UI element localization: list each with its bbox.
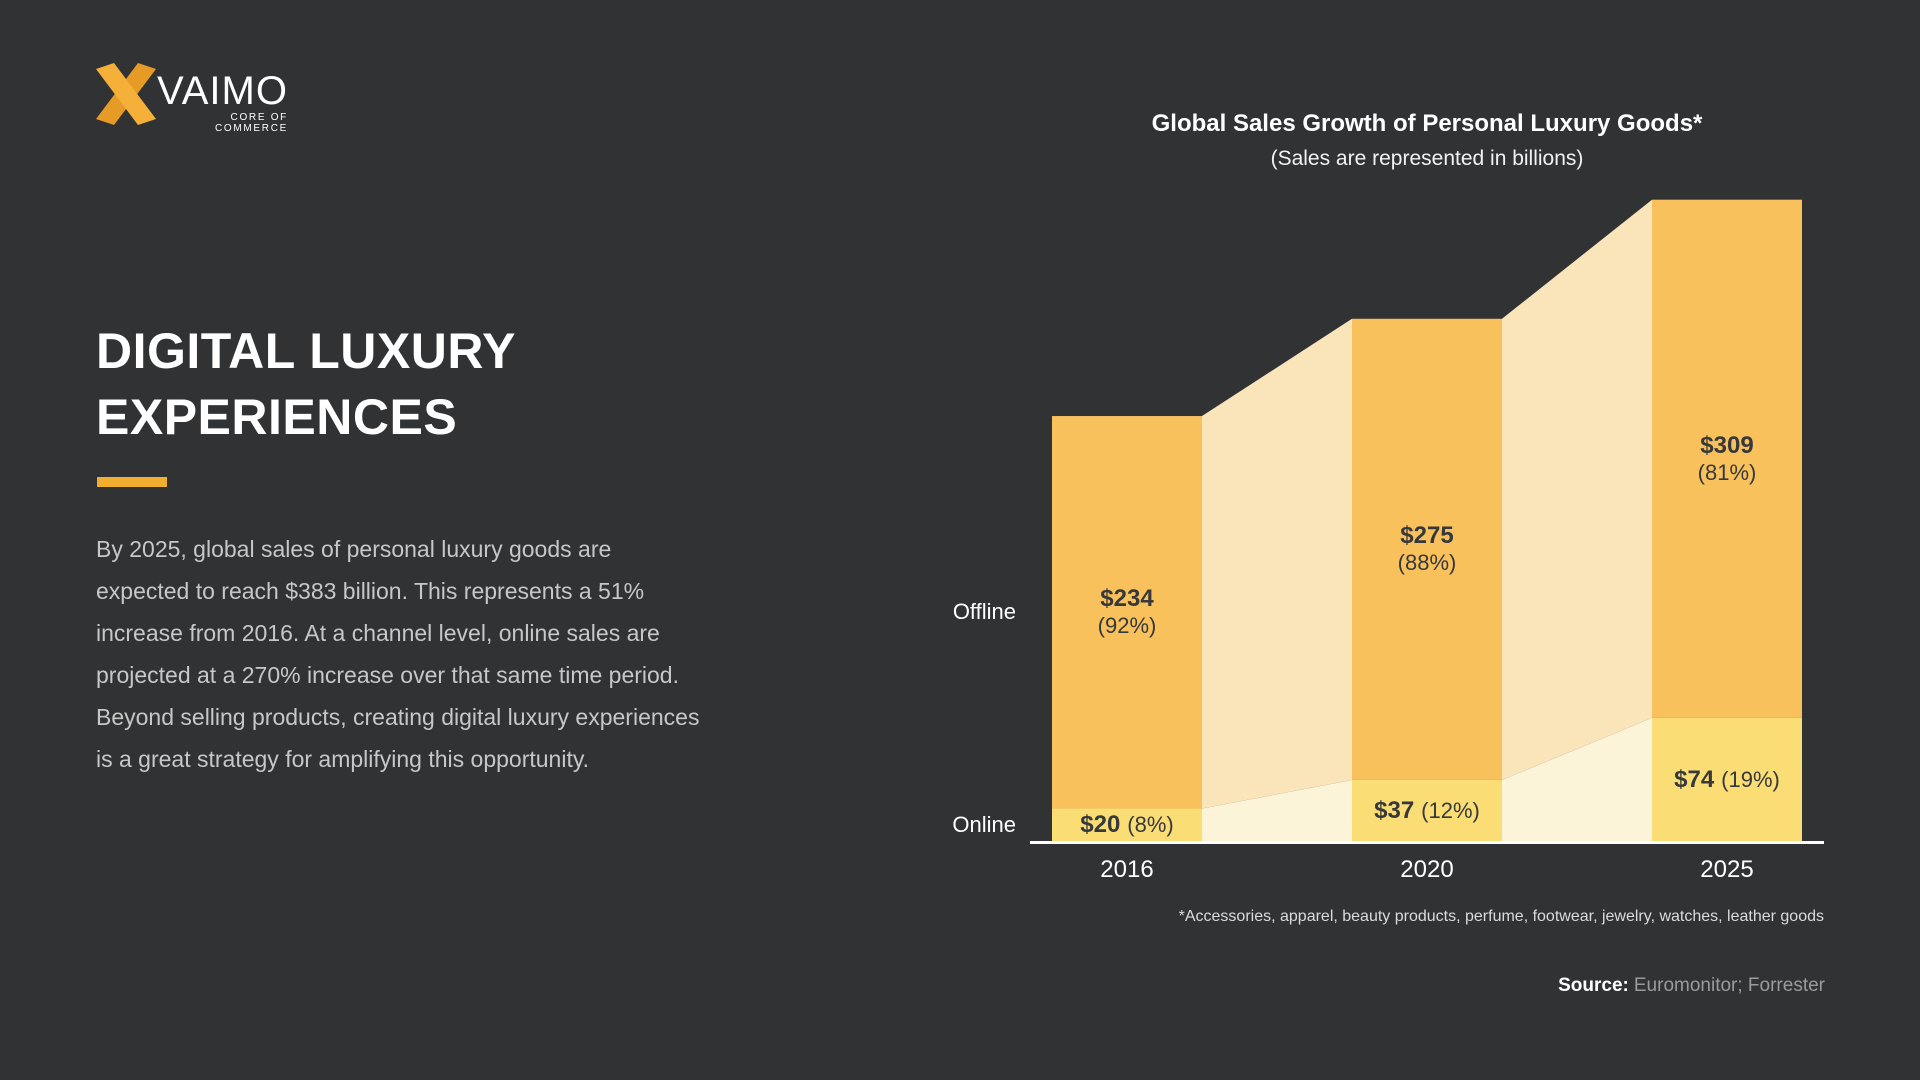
paragraph-line: Beyond selling products, creating digita… (96, 704, 700, 730)
offline-connector-2020-2025 (1502, 199, 1652, 780)
paragraph-line: projected at a 270% increase over that s… (96, 662, 679, 688)
online-bar-2020 (1352, 779, 1502, 842)
source-line: Source: Euromonitor; Forrester (1558, 975, 1825, 997)
x-ribbon-front (96, 63, 156, 125)
online-connector-2020-2025 (1502, 717, 1652, 842)
paragraph-line: expected to reach $383 billion. This rep… (96, 578, 645, 604)
offline-bar-2016 (1052, 416, 1202, 809)
x-axis-line (1030, 841, 1824, 844)
page-title-line: DIGITAL LUXURY (96, 323, 516, 379)
vaimo-x-icon (96, 63, 156, 125)
offline-bar-2025 (1652, 199, 1802, 718)
page-title: DIGITAL LUXURY EXPERIENCES (96, 318, 516, 450)
logo-tagline: CORE OF COMMERCE (214, 112, 288, 134)
online-connector-2016-2020 (1202, 779, 1352, 842)
online-bar-2016 (1052, 808, 1202, 842)
source-text: Euromonitor; Forrester (1633, 975, 1825, 996)
chart-footnote: *Accessories, apparel, beauty products, … (1178, 908, 1824, 925)
chart-title: Global Sales Growth of Personal Luxury G… (1151, 110, 1703, 137)
logo-wordmark: VAIMO (157, 69, 288, 113)
chart-subtitle: (Sales are represented in billions) (1270, 147, 1584, 170)
offline-bar-2020 (1352, 318, 1502, 780)
source-label: Source: (1558, 975, 1629, 996)
paragraph-line: is a great strategy for amplifying this … (96, 746, 590, 772)
online-bar-2025 (1652, 717, 1802, 842)
page-title-line: EXPERIENCES (96, 389, 458, 445)
paragraph-line: By 2025, global sales of personal luxury… (96, 536, 612, 562)
accent-dash (97, 477, 167, 487)
paragraph-line: increase from 2016. At a channel level, … (96, 620, 660, 646)
intro-paragraph: By 2025, global sales of personal luxury… (96, 528, 699, 780)
offline-connector-2016-2020 (1202, 318, 1352, 809)
